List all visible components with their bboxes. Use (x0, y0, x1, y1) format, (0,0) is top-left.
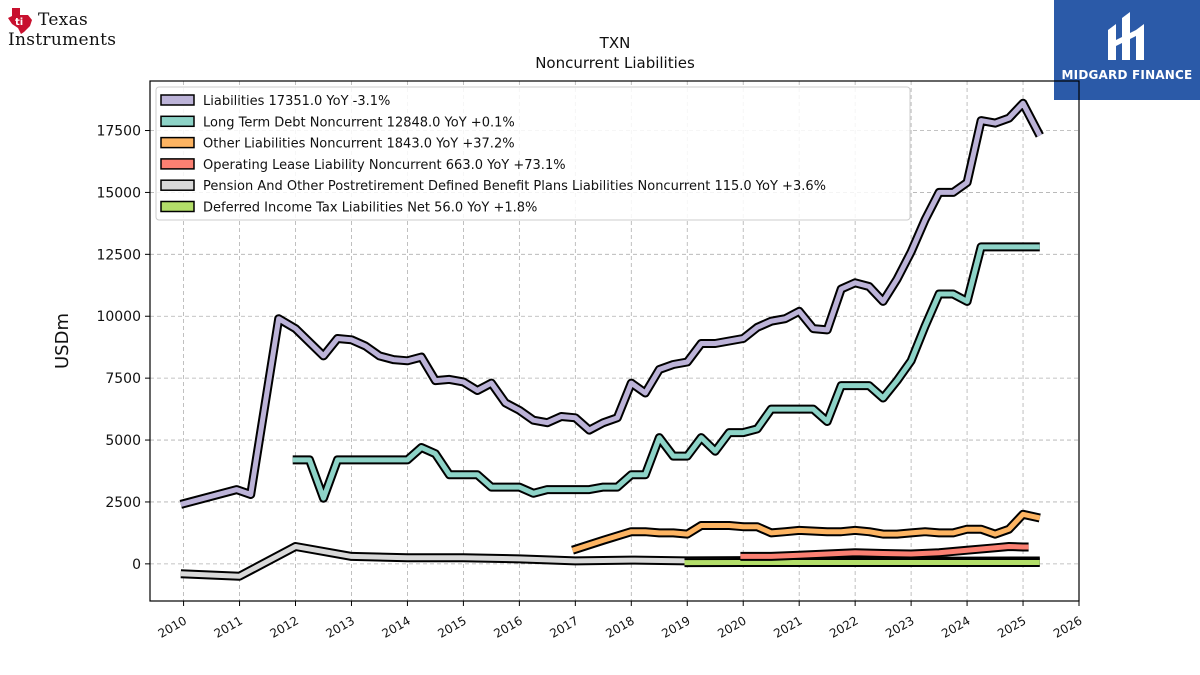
midgard-finance-text: MIDGARD FINANCE (1061, 68, 1193, 82)
legend-box (155, 86, 911, 221)
x-tick-label: 2019 (659, 613, 692, 640)
legend-swatch (160, 115, 195, 128)
midgard-m-icon (1108, 12, 1144, 60)
series-line-3 (740, 544, 1029, 559)
y-tick-label: 12500 (96, 247, 141, 263)
legend-swatch (160, 179, 195, 191)
texas-state-ti-icon: ti (8, 8, 32, 34)
x-tick-label: 2025 (995, 613, 1028, 640)
y-tick-label: 10000 (96, 309, 141, 325)
x-tick-label: 2018 (603, 613, 636, 640)
series-line-0 (180, 100, 1043, 507)
x-tick-label: 2020 (715, 613, 748, 640)
ti-logo-line1: Texas (38, 10, 89, 30)
legend: Liabilities 17351.0 YoY -3.1% Long Term D… (155, 86, 911, 221)
ti-logo-line2: Instruments (8, 30, 117, 50)
y-tick-label: 2500 (105, 495, 141, 511)
x-tick-label: 2023 (883, 613, 916, 640)
x-tick-label: 2022 (827, 613, 860, 640)
series-line-2 (571, 511, 1041, 553)
x-tick-label: 2012 (268, 613, 301, 640)
x-tick-label: 2014 (379, 613, 412, 640)
y-tick-label: 7500 (105, 371, 141, 387)
x-tick-label: 2010 (156, 613, 189, 640)
x-tick-label: 2026 (1051, 613, 1084, 640)
y-tick-label: 15000 (96, 185, 141, 201)
y-tick-label: 5000 (105, 433, 141, 449)
legend-swatch (160, 94, 195, 106)
legend-entry: Operating Lease Liability Noncurrent 663… (203, 158, 566, 173)
y-axis: 0 2500 5000 7500 10000 12500 15000 17500 (96, 124, 150, 573)
x-tick-label: 2013 (324, 613, 357, 640)
x-tick-label: 2017 (547, 613, 580, 640)
y-tick-label: 0 (132, 557, 141, 573)
midgard-finance-logo: MIDGARD FINANCE (1054, 0, 1200, 100)
legend-entry: Deferred Income Tax Liabilities Net 56.0… (203, 201, 537, 216)
legend-swatch (160, 136, 195, 149)
legend-entry: Pension And Other Postretirement Defined… (203, 179, 826, 194)
chart-subtitle: Noncurrent Liabilities (535, 54, 695, 72)
x-tick-label: 2016 (491, 613, 524, 640)
series-layer (179, 98, 1044, 581)
x-tick-label: 2011 (212, 613, 245, 640)
plot-frame (149, 80, 1080, 602)
texas-instruments-logo: ti Texas Instruments (6, 6, 138, 54)
legend-swatch (160, 158, 195, 170)
legend-swatch (160, 200, 195, 213)
legend-entry: Other Liabilities Noncurrent 1843.0 YoY … (203, 137, 515, 152)
legend-entry: Liabilities 17351.0 YoY -3.1% (203, 94, 390, 109)
x-tick-label: 2024 (939, 613, 972, 640)
x-tick-label: 2021 (771, 613, 804, 640)
series-line-1 (292, 244, 1040, 501)
legend-entry: Long Term Debt Noncurrent 12848.0 YoY +0… (203, 115, 515, 130)
chart-title: TXN (599, 34, 631, 52)
x-axis: 2010 2011 2012 2013 2014 2015 2016 2017 2018 2019… (156, 601, 1085, 641)
x-tick-label: 2015 (435, 613, 468, 640)
svg-text:ti: ti (15, 17, 23, 28)
y-axis-label: USDm (52, 313, 73, 369)
y-tick-label: 17500 (96, 124, 141, 140)
